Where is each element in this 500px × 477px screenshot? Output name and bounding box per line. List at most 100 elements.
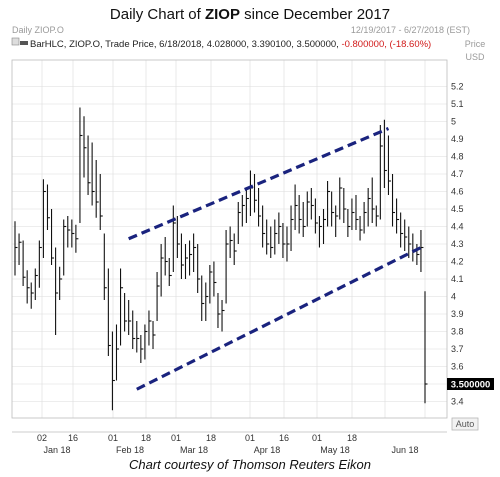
hlc-bar [189, 240, 193, 276]
hlc-bar [180, 233, 184, 279]
hlc-bar [286, 226, 290, 262]
title-suffix: since December 2017 [239, 6, 391, 23]
y-unit-label: Price [465, 39, 486, 49]
hlc-bar [270, 226, 274, 258]
hlc-bar [383, 119, 387, 188]
hlc-bar [99, 174, 103, 230]
hlc-bar [375, 205, 379, 227]
x-tick-label: 16 [279, 433, 289, 443]
window-icon[interactable] [11, 37, 20, 46]
hlc-bar [67, 216, 71, 248]
hlc-bar [30, 282, 34, 309]
hlc-bar [282, 223, 286, 258]
hlc-bar [318, 216, 322, 248]
bar-style-icon[interactable] [20, 41, 28, 45]
y-tick-label: 5.2 [451, 82, 464, 92]
hlc-bar [331, 191, 335, 227]
y-tick-label: 4.7 [451, 169, 464, 179]
hlc-bar [225, 230, 229, 304]
x-month-label: Jun 18 [391, 445, 418, 455]
hlc-bar [371, 177, 375, 223]
hlc-bar [63, 219, 67, 276]
x-month-label: Feb 18 [116, 445, 144, 455]
hlc-bar [229, 226, 233, 258]
hlc-bar [184, 244, 188, 279]
hlc-bar [22, 240, 26, 286]
hlc-bar [46, 184, 50, 230]
y-tick-label: 4.9 [451, 134, 464, 144]
hlc-bar [306, 191, 310, 227]
x-month-label: Apr 18 [254, 445, 281, 455]
hlc-bar [367, 188, 371, 227]
hlc-bar [156, 272, 160, 321]
hlc-bar [14, 221, 18, 276]
hlc-bar [241, 195, 245, 227]
hlc-bar [302, 202, 306, 237]
hlc-bar [205, 282, 209, 321]
hlc-bar [420, 230, 424, 272]
x-month-label: Jan 18 [43, 445, 70, 455]
hlc-bar [347, 209, 351, 237]
hlc-bar [50, 209, 55, 265]
auto-scale-button[interactable]: Auto [451, 417, 479, 431]
legend-prefix: BarHLC, ZIOP.O, Trade Price, 6/18/2018, … [30, 39, 339, 50]
title-prefix: Daily Chart of [109, 6, 205, 23]
hlc-bar [103, 233, 107, 300]
y-tick-label: 4.6 [451, 187, 464, 197]
last-price-marker: 3.500000 [447, 378, 494, 391]
hlc-bar [404, 219, 408, 251]
y-tick-label: 4 [451, 292, 456, 302]
x-axis-ticks: 02 16 01 18 01 18 01 16 01 18 Jan 18 Feb 18 Mar 18 Ap… [37, 433, 419, 455]
hlc-bar [213, 261, 217, 297]
y-tick-label: 5.1 [451, 99, 464, 109]
hlc-bar [132, 310, 136, 349]
legend-change: -0.800000, (-18.60%) [341, 39, 431, 50]
hlc-bar [400, 212, 404, 248]
date-range: 12/19/2017 - 6/27/2018 (EST) [351, 25, 470, 35]
hlc-bar [128, 300, 132, 335]
y-tick-label: 4.1 [451, 274, 464, 284]
last-price-box [447, 378, 494, 390]
hlc-bar [26, 270, 30, 304]
hlc-bar [266, 219, 270, 255]
hlc-bar [119, 268, 124, 346]
hlc-bar [359, 216, 363, 241]
hlc-bar [124, 293, 128, 332]
hlc-bar [111, 331, 115, 411]
x-tick-label: 01 [108, 433, 118, 443]
hlc-bar [408, 226, 412, 258]
hlc-bar [343, 188, 347, 223]
x-tick-label: 01 [245, 433, 255, 443]
hlc-bar [217, 293, 221, 328]
hlc-bar [136, 321, 140, 353]
chart-name: Daily ZIOP.O [12, 25, 64, 35]
hlc-bar [322, 209, 327, 244]
hlc-bar [38, 240, 42, 288]
y-tick-label: 3.7 [451, 344, 464, 354]
hlc-bar [91, 142, 95, 206]
price-bars [14, 107, 428, 411]
auto-button-label[interactable]: Auto [456, 419, 475, 429]
hlc-bar [197, 244, 201, 293]
axes [11, 59, 448, 433]
last-price-label: 3.500000 [451, 380, 491, 391]
hlc-bar [274, 219, 278, 255]
trendline-upper-channel [128, 127, 390, 241]
title-ticker: ZIOP [204, 6, 240, 23]
x-month-label: Mar 18 [180, 445, 208, 455]
x-month-label: May 18 [320, 445, 350, 455]
y-tick-label: 3.4 [451, 397, 464, 407]
chart-title: Daily Chart of ZIOP since December 2017 [0, 6, 500, 23]
y-tick-label: 4.4 [451, 222, 464, 232]
auto-button-frame[interactable] [451, 417, 479, 431]
hlc-bar [152, 321, 156, 349]
hlc-bar [245, 188, 249, 223]
trendline-lower-channel [136, 246, 422, 391]
hlc-bar [233, 233, 237, 265]
hlc-bar [144, 324, 148, 360]
hlc-bar [253, 174, 258, 213]
y-tick-label: 5 [451, 117, 456, 127]
x-tick-label: 01 [312, 433, 322, 443]
hlc-bar [168, 258, 172, 286]
